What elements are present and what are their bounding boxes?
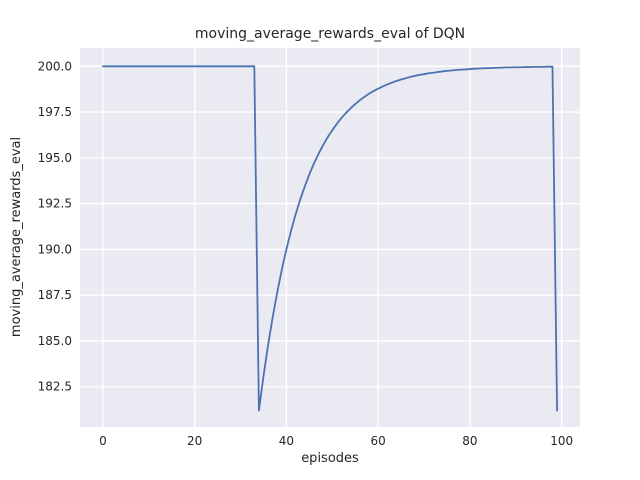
series-group: [102, 65, 558, 412]
grid: [80, 48, 580, 427]
x-tick-labels: 0 20 40 60 80 100: [99, 434, 573, 448]
y-tick-label: 187.5: [38, 288, 72, 302]
y-tick-labels: 182.5 185.0 187.5 190.0 192.5 195.0 197.5 200.0: [38, 59, 72, 393]
x-tick-label: 100: [550, 434, 573, 448]
y-tick-label: 190.0: [38, 242, 72, 256]
y-tick-label: 192.5: [38, 197, 72, 211]
y-tick-label: 197.5: [38, 105, 72, 119]
x-tick-label: 60: [371, 434, 386, 448]
y-tick-label: 185.0: [38, 334, 72, 348]
chart-title: moving_average_rewards_eval of DQN: [195, 26, 465, 42]
x-axis-label: episodes: [301, 451, 359, 466]
x-tick-label: 40: [279, 434, 294, 448]
x-tick-label: 0: [99, 434, 107, 448]
y-tick-label: 195.0: [38, 151, 72, 165]
y-tick-label: 200.0: [38, 59, 72, 73]
x-tick-label: 20: [187, 434, 202, 448]
plot-area: [80, 48, 580, 427]
series-line: [102, 65, 558, 412]
y-axis-label: moving_average_rewards_eval: [9, 137, 24, 337]
y-tick-label: 182.5: [38, 380, 72, 394]
x-tick-label: 80: [462, 434, 477, 448]
